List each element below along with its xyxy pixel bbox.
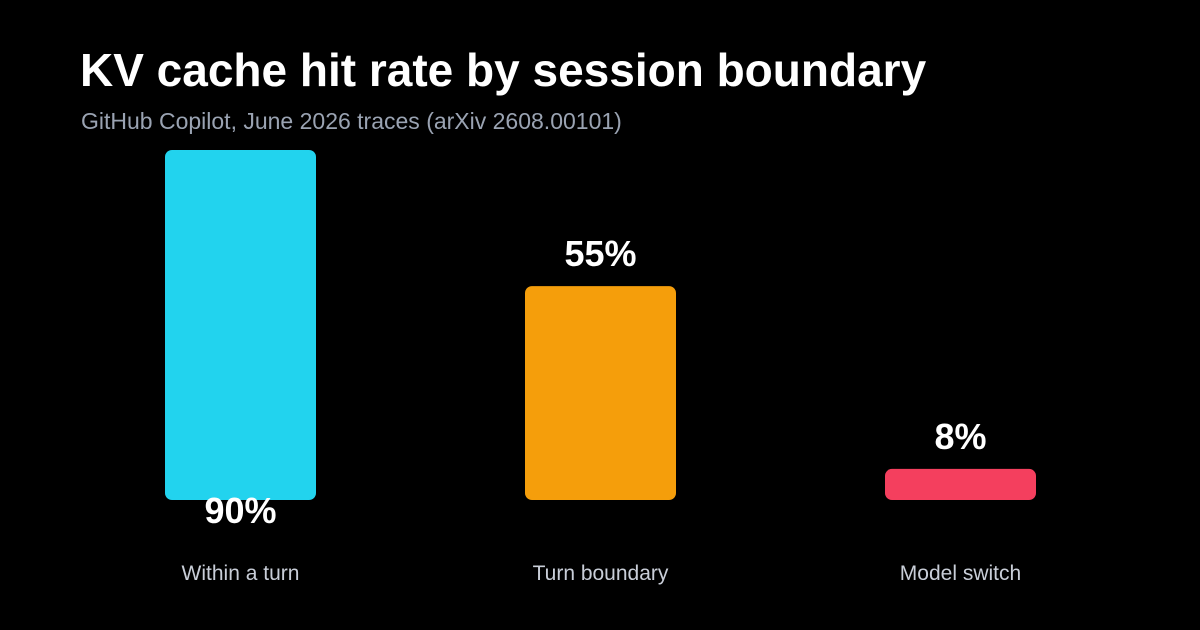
bar-model-switch <box>885 468 1036 500</box>
bars-layer <box>165 150 1036 500</box>
category-label: Turn boundary <box>533 562 669 585</box>
value-label: 8% <box>934 416 986 457</box>
chart-subtitle: GitHub Copilot, June 2026 traces (arXiv … <box>81 108 622 134</box>
category-label: Model switch <box>900 562 1021 585</box>
category-label: Within a turn <box>182 562 300 585</box>
bar-within-a-turn <box>165 150 316 500</box>
labels-layer: 90% Within a turn 55% Turn boundary 8% Model … <box>182 233 1022 585</box>
bar-turn-boundary <box>525 286 676 500</box>
value-label: 90% <box>204 490 276 531</box>
value-label: 55% <box>564 233 636 274</box>
chart-title: KV cache hit rate by session boundary <box>80 44 927 96</box>
